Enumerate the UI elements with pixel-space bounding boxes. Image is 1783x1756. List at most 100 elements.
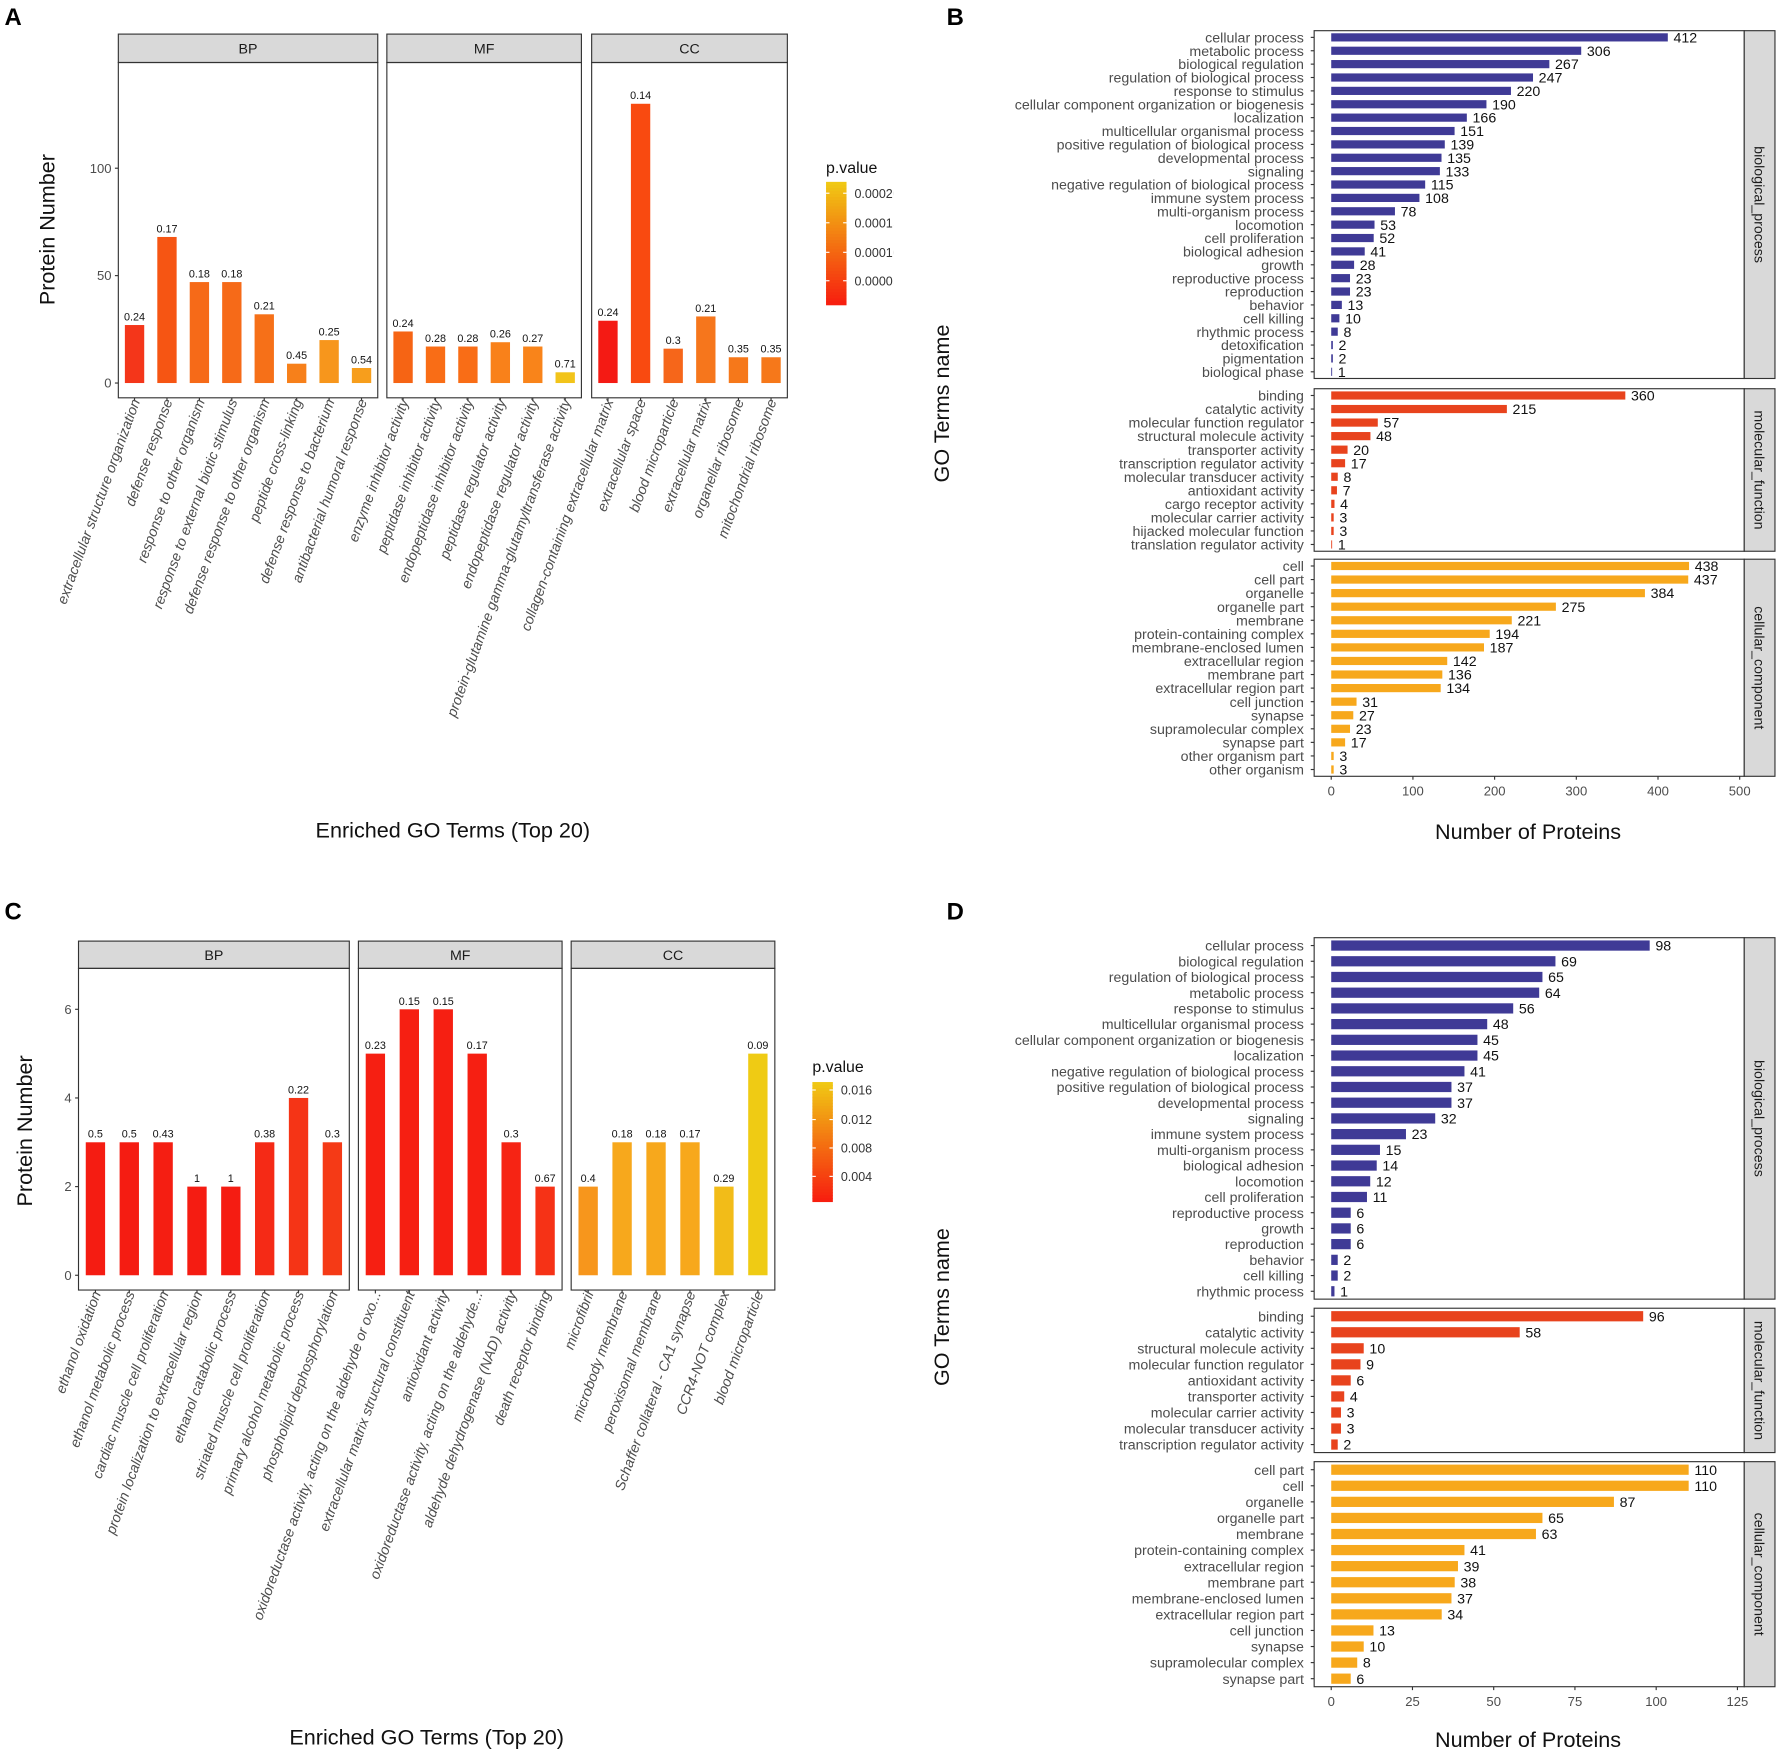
bar bbox=[1331, 589, 1645, 598]
bar-ratio-label: 0.45 bbox=[286, 350, 307, 362]
bar bbox=[535, 1186, 555, 1276]
facet-strip-label: cellular_component bbox=[1750, 1513, 1766, 1636]
bar bbox=[85, 1142, 106, 1276]
y-tick-label: organelle bbox=[1245, 1495, 1304, 1511]
y-tick-label: response to stimulus bbox=[1174, 84, 1304, 100]
y-tick-label: locomotion bbox=[1235, 218, 1304, 234]
bar-ratio-label: 0.3 bbox=[325, 1129, 340, 1141]
bar bbox=[1331, 459, 1346, 468]
bar-ratio-label: 0.17 bbox=[467, 1040, 488, 1052]
bar-ratio-label: 0.15 bbox=[399, 996, 420, 1008]
x-axis-title: Number of Proteins bbox=[1435, 819, 1621, 844]
y-tick-label: cell killing bbox=[1243, 311, 1304, 327]
y-tick-label: cell part bbox=[1254, 1463, 1304, 1479]
facet-panel-border bbox=[570, 967, 776, 1291]
bar-value-label: 220 bbox=[1517, 84, 1541, 100]
bar bbox=[1331, 180, 1426, 189]
legend-gradient-slice bbox=[812, 1183, 833, 1188]
bar-value-label: 1 bbox=[1338, 365, 1346, 381]
legend-gradient-slice bbox=[812, 1150, 833, 1155]
bar bbox=[1331, 1359, 1361, 1370]
y-tick-label: biological adhesion bbox=[1183, 1159, 1304, 1175]
bar bbox=[1331, 1223, 1351, 1234]
legend-gradient-slice bbox=[826, 230, 847, 235]
legend-gradient-slice bbox=[812, 1156, 833, 1161]
legend-gradient-slice bbox=[812, 1186, 833, 1191]
bar bbox=[1331, 391, 1626, 400]
bar-value-label: 133 bbox=[1446, 164, 1470, 180]
y-tick-label: cellular component organization or bioge… bbox=[1015, 97, 1304, 113]
y-tick-label: rhythmic process bbox=[1197, 325, 1304, 341]
bar-value-label: 13 bbox=[1348, 298, 1364, 314]
bar bbox=[1331, 1003, 1514, 1014]
bar-value-label: 6 bbox=[1356, 1206, 1364, 1222]
bar-value-label: 3 bbox=[1347, 1406, 1355, 1422]
bar bbox=[1331, 193, 1420, 202]
bar bbox=[1331, 1480, 1689, 1491]
bar bbox=[1331, 260, 1355, 269]
facet-strip-label: BP bbox=[204, 948, 223, 964]
legend-gradient-slice bbox=[812, 1082, 833, 1086]
bar-value-label: 28 bbox=[1360, 258, 1376, 274]
bar bbox=[748, 1053, 768, 1276]
y-tick-label: molecular carrier activity bbox=[1151, 511, 1305, 527]
y-tick-label: biological adhesion bbox=[1183, 245, 1304, 261]
facet-cellular-component: cellular_component 438 cell 437 cell part 384… bbox=[1132, 558, 1776, 779]
bar-ratio-label: 0.28 bbox=[425, 333, 446, 345]
y-tick-label: detoxification bbox=[1221, 338, 1304, 354]
bar bbox=[1331, 300, 1342, 310]
y-tick-label: response to stimulus bbox=[1174, 1002, 1304, 1018]
legend-gradient-slice bbox=[812, 1174, 833, 1179]
bar bbox=[425, 346, 446, 384]
bar bbox=[322, 1142, 343, 1276]
bar-value-label: 136 bbox=[1448, 668, 1472, 684]
bar bbox=[1331, 602, 1556, 611]
legend-gradient-slice bbox=[812, 1159, 833, 1164]
bar bbox=[1331, 684, 1441, 693]
legend-gradient-slice bbox=[812, 1171, 833, 1176]
bar-ratio-label: 1 bbox=[194, 1173, 200, 1185]
bar bbox=[612, 1142, 632, 1276]
facet-strip-label: molecular_function bbox=[1750, 410, 1766, 529]
y-tick-label: cell junction bbox=[1230, 1624, 1304, 1640]
bar-ratio-label: 0.5 bbox=[122, 1129, 137, 1141]
bar bbox=[1331, 956, 1556, 967]
legend-label: 0.008 bbox=[841, 1142, 872, 1156]
bar-value-label: 15 bbox=[1386, 1143, 1402, 1159]
bar-ratio-label: 0.18 bbox=[646, 1129, 667, 1141]
bar-value-label: 31 bbox=[1362, 695, 1378, 711]
bar-value-label: 142 bbox=[1453, 654, 1477, 670]
y-tick-label: extracellular region bbox=[1184, 1559, 1304, 1575]
legend-gradient-slice bbox=[812, 1153, 833, 1158]
bar-value-label: 6 bbox=[1356, 1374, 1364, 1390]
bar-value-label: 438 bbox=[1695, 559, 1719, 575]
bar-value-label: 151 bbox=[1460, 124, 1484, 140]
bar-value-label: 23 bbox=[1356, 271, 1372, 287]
x-tick-label: 500 bbox=[1729, 784, 1751, 799]
bar-value-label: 10 bbox=[1369, 1341, 1385, 1357]
bar bbox=[578, 1186, 598, 1276]
legend-gradient-slice bbox=[812, 1135, 833, 1140]
y-tick-label: cell junction bbox=[1230, 695, 1304, 711]
bar bbox=[1331, 1657, 1358, 1668]
y-tick-label: transporter activity bbox=[1188, 1390, 1305, 1406]
y-tick-label: synapse part bbox=[1223, 1672, 1304, 1688]
y-tick-label: membrane bbox=[1236, 1527, 1304, 1543]
y-tick-label: 0 bbox=[64, 1268, 71, 1283]
bar-value-label: 23 bbox=[1356, 722, 1372, 738]
bar-value-label: 247 bbox=[1539, 71, 1563, 87]
bar-value-label: 110 bbox=[1694, 1463, 1717, 1479]
bar-value-label: 37 bbox=[1457, 1080, 1473, 1096]
legend-gradient-slice bbox=[812, 1180, 833, 1185]
bar bbox=[1331, 274, 1351, 283]
legend-gradient-slice bbox=[812, 1102, 833, 1107]
bar-value-label: 135 bbox=[1447, 151, 1471, 167]
bar bbox=[157, 236, 177, 384]
bar bbox=[1331, 287, 1351, 296]
bar bbox=[1331, 340, 1333, 350]
y-tick-label: molecular function regulator bbox=[1129, 1357, 1305, 1373]
bar-value-label: 2 bbox=[1339, 352, 1347, 368]
bar-value-label: 45 bbox=[1483, 1049, 1499, 1065]
y-tick-label: synapse bbox=[1251, 1640, 1304, 1656]
bar bbox=[1331, 1544, 1465, 1556]
